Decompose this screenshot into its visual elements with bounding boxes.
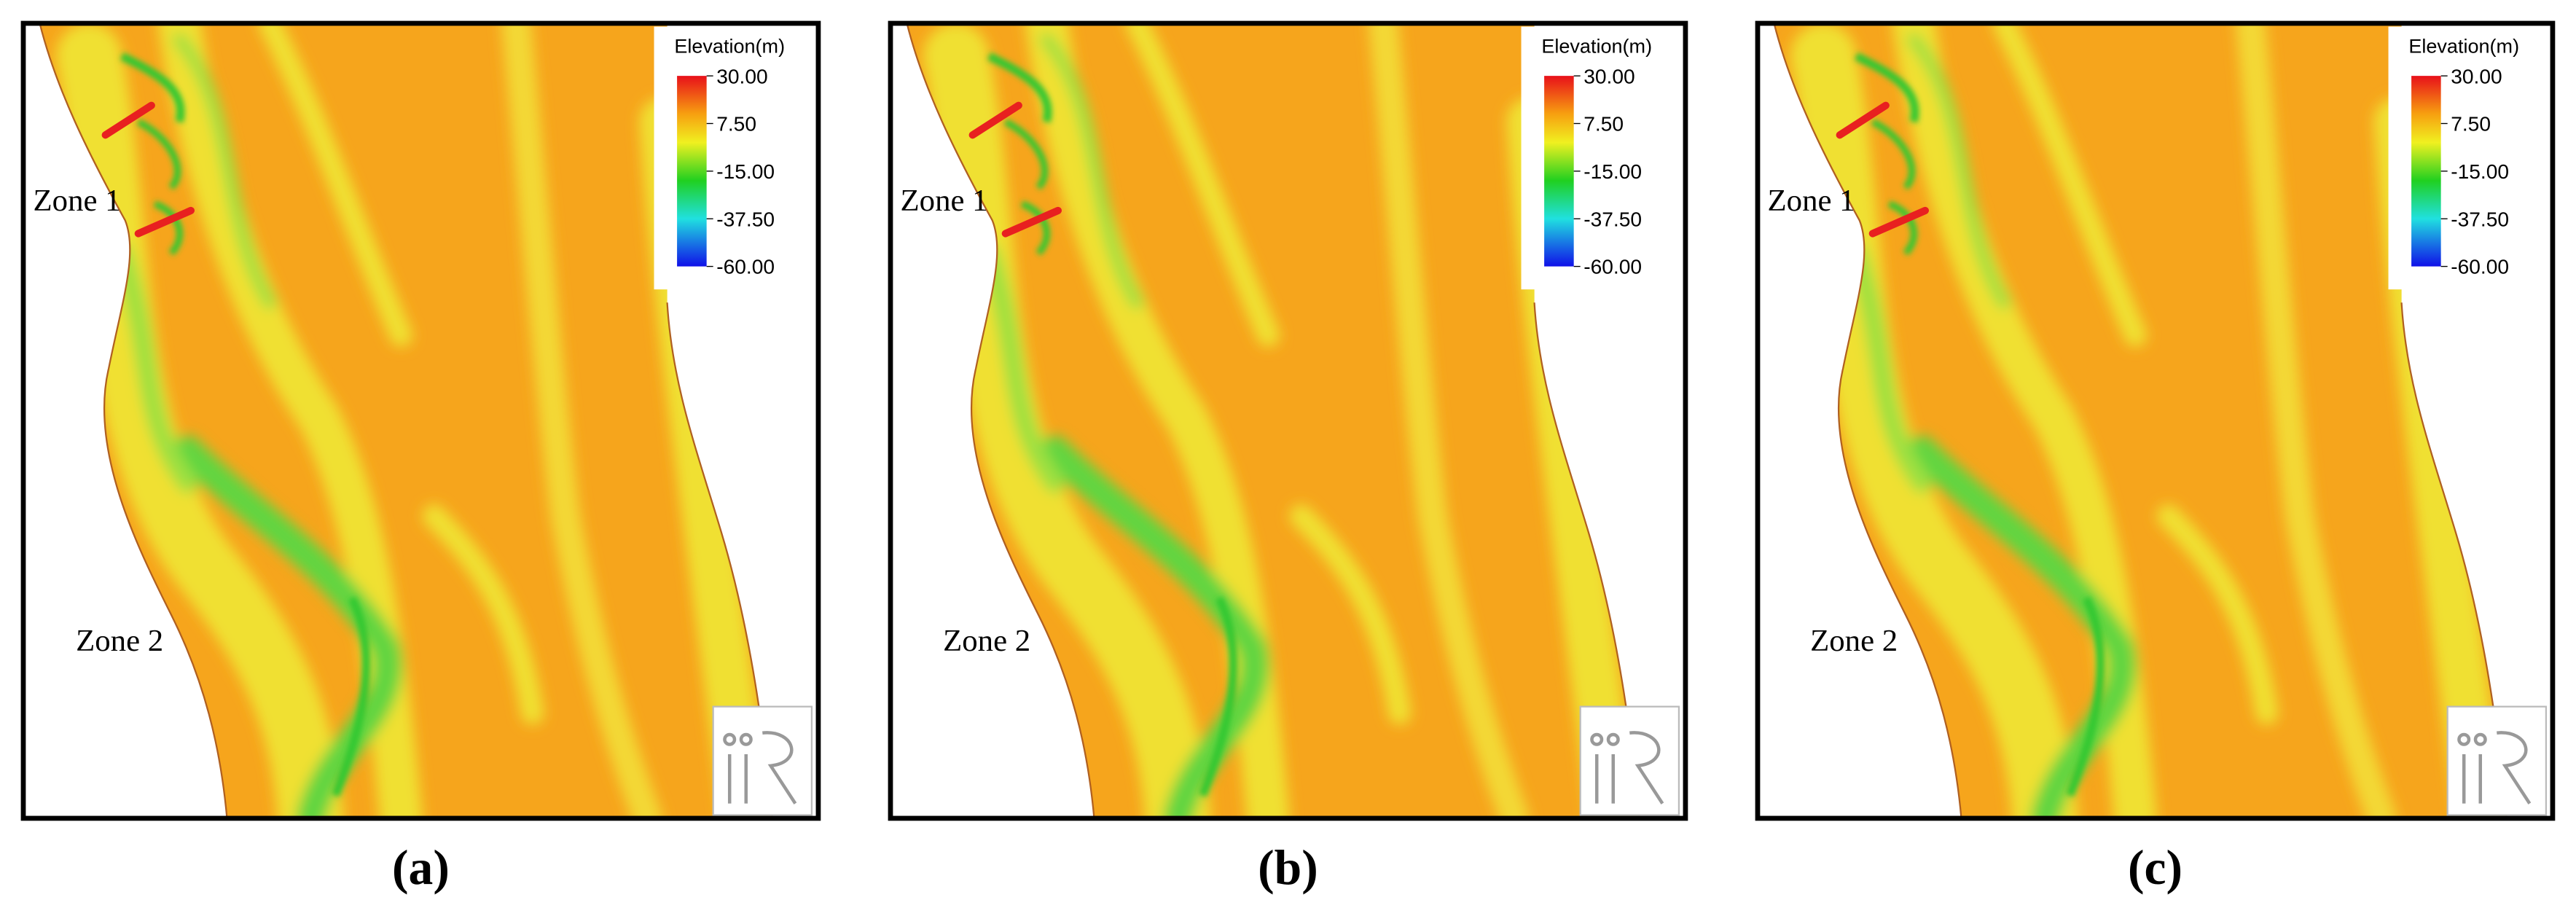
legend-title: Elevation(m): [1541, 36, 1652, 58]
colorbar-tick-label: -15.00: [2451, 160, 2509, 183]
panel: Elevation(m) 30.00 7.50 -15.00 -37.50 -60.00 Z…: [1758, 23, 2553, 895]
colorbar-tick-label: 30.00: [2451, 64, 2502, 87]
colorbar: [1544, 76, 1574, 267]
colorbar-tick-label: -60.00: [2451, 255, 2509, 278]
colorbar-tick-label: -15.00: [716, 160, 775, 183]
colorbar-tick-label: 30.00: [1583, 64, 1635, 87]
zone-label: Zone 2: [1810, 624, 1898, 658]
panel-label: (b): [1258, 840, 1318, 895]
panel-border: [888, 20, 1688, 821]
colorbar: [2411, 76, 2441, 267]
colorbar: [677, 76, 707, 267]
colorbar-tick-label: -15.00: [1583, 160, 1642, 183]
colorbar-tick-label: -37.50: [716, 207, 775, 230]
colorbar-tick-label: -37.50: [1583, 207, 1642, 230]
colorbar-tick-label: -37.50: [2451, 207, 2509, 230]
colorbar-tick-label: 30.00: [716, 64, 767, 87]
panel-label: (c): [2128, 840, 2182, 895]
legend-title: Elevation(m): [2408, 36, 2519, 58]
panel-border: [1755, 20, 2556, 821]
legend-title: Elevation(m): [674, 36, 785, 58]
panel: Elevation(m) 30.00 7.50 -15.00 -37.50 -60.00 Z…: [890, 23, 1686, 895]
zone-label: Zone 1: [901, 184, 988, 218]
zone-label: Zone 2: [943, 624, 1030, 658]
panel-border: [20, 20, 821, 821]
colorbar-tick-label: -60.00: [716, 255, 775, 278]
zone-label: Zone 1: [34, 184, 121, 218]
zone-label: Zone 2: [76, 624, 163, 658]
colorbar-tick-label: -60.00: [1583, 255, 1642, 278]
colorbar-tick-label: 7.50: [716, 112, 756, 136]
panel-label: (a): [392, 840, 450, 895]
panel: Elevation(m) 30.00 7.50 -15.00 -37.50 -60.00 Z…: [23, 23, 818, 895]
colorbar-tick-label: 7.50: [2451, 112, 2491, 136]
zone-label: Zone 1: [1768, 184, 1855, 218]
colorbar-tick-label: 7.50: [1583, 112, 1624, 136]
